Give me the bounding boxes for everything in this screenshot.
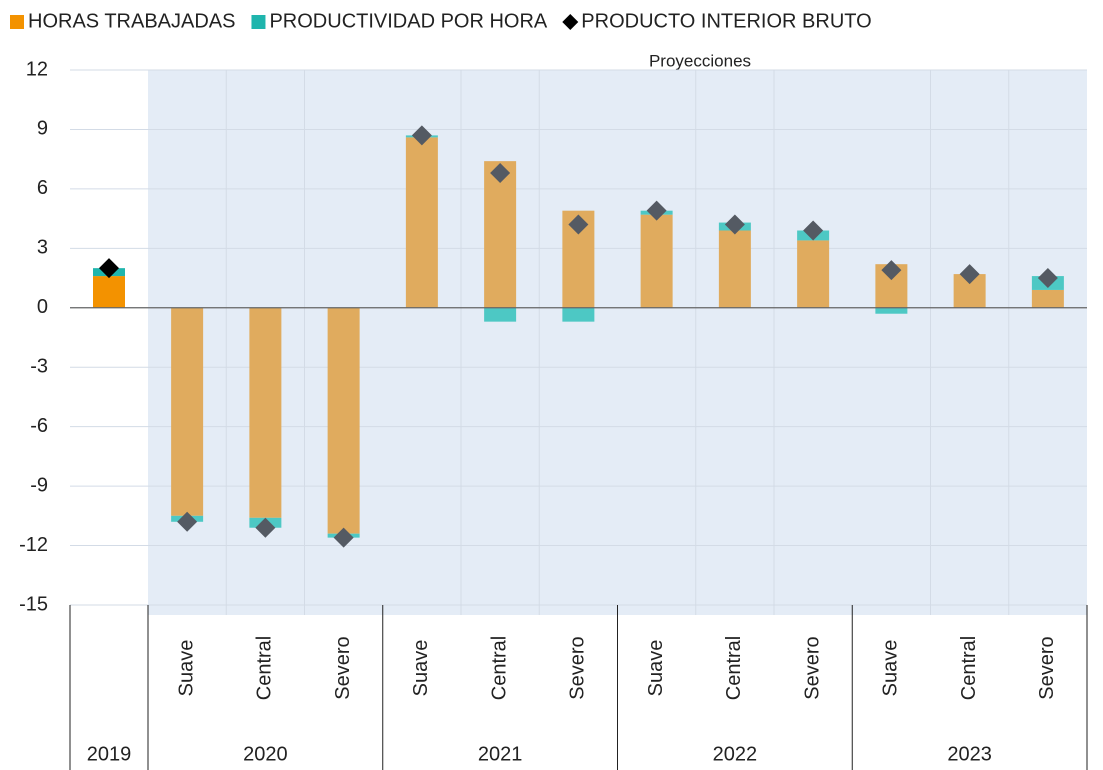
group-label: 2021 — [478, 743, 523, 765]
x-tick-label: Central — [254, 636, 276, 700]
bar — [484, 307, 517, 322]
group-label: 2019 — [87, 743, 132, 765]
bar — [484, 161, 517, 308]
y-tick-label: 12 — [26, 58, 48, 80]
marker — [99, 258, 119, 279]
bar — [562, 307, 595, 322]
bar — [93, 276, 125, 308]
marker — [411, 125, 432, 146]
legend-swatch — [251, 15, 266, 29]
marker — [568, 214, 589, 235]
marker — [490, 163, 511, 184]
x-tick-label: Suave — [645, 640, 667, 697]
legend-label: PRODUCTIVIDAD POR HORA — [269, 10, 547, 32]
x-tick-label: Severo — [332, 636, 354, 699]
marker — [177, 511, 198, 532]
bar — [875, 307, 908, 314]
projection-area — [148, 70, 1087, 615]
legend-label: HORAS TRABAJADAS — [28, 10, 235, 32]
x-tick-label: Suave — [880, 640, 902, 697]
x-tick-label: Suave — [175, 640, 197, 697]
annotation: Proyecciones — [649, 51, 751, 70]
marker — [881, 260, 902, 281]
marker — [959, 264, 980, 285]
marker — [333, 527, 354, 548]
y-tick-label: -3 — [30, 356, 48, 378]
group-label: 2022 — [713, 743, 758, 765]
y-tick-label: -15 — [19, 593, 48, 615]
marker — [646, 200, 667, 221]
y-tick-label: -9 — [30, 474, 48, 496]
legend-swatch — [562, 14, 579, 30]
marker — [255, 517, 276, 538]
y-tick-label: 9 — [37, 118, 48, 140]
bar — [327, 307, 360, 534]
bar — [1031, 289, 1064, 308]
x-tick-label: Suave — [410, 640, 432, 697]
y-tick-label: 3 — [37, 237, 48, 259]
y-tick-label: -6 — [30, 415, 48, 437]
legend-swatch — [10, 15, 24, 29]
x-tick-label: Central — [958, 636, 980, 700]
bar — [405, 137, 438, 308]
marker — [803, 220, 824, 241]
y-tick-label: -12 — [19, 534, 48, 556]
bar — [171, 307, 204, 516]
x-tick-label: Severo — [567, 636, 589, 699]
y-tick-label: 6 — [37, 177, 48, 199]
marker — [1037, 268, 1058, 289]
x-tick-label: Central — [488, 636, 510, 700]
marker — [724, 214, 745, 235]
bar — [718, 230, 751, 308]
bar — [797, 240, 830, 308]
group-label: 2020 — [243, 743, 288, 765]
x-tick-label: Severo — [801, 636, 823, 699]
group-label: 2023 — [947, 743, 992, 765]
y-tick-label: 0 — [37, 296, 48, 318]
legend-label: PRODUCTO INTERIOR BRUTO — [581, 10, 871, 32]
bar — [640, 214, 673, 308]
x-tick-label: Severo — [1036, 636, 1058, 699]
bar — [249, 307, 282, 518]
x-tick-label: Central — [723, 636, 745, 700]
